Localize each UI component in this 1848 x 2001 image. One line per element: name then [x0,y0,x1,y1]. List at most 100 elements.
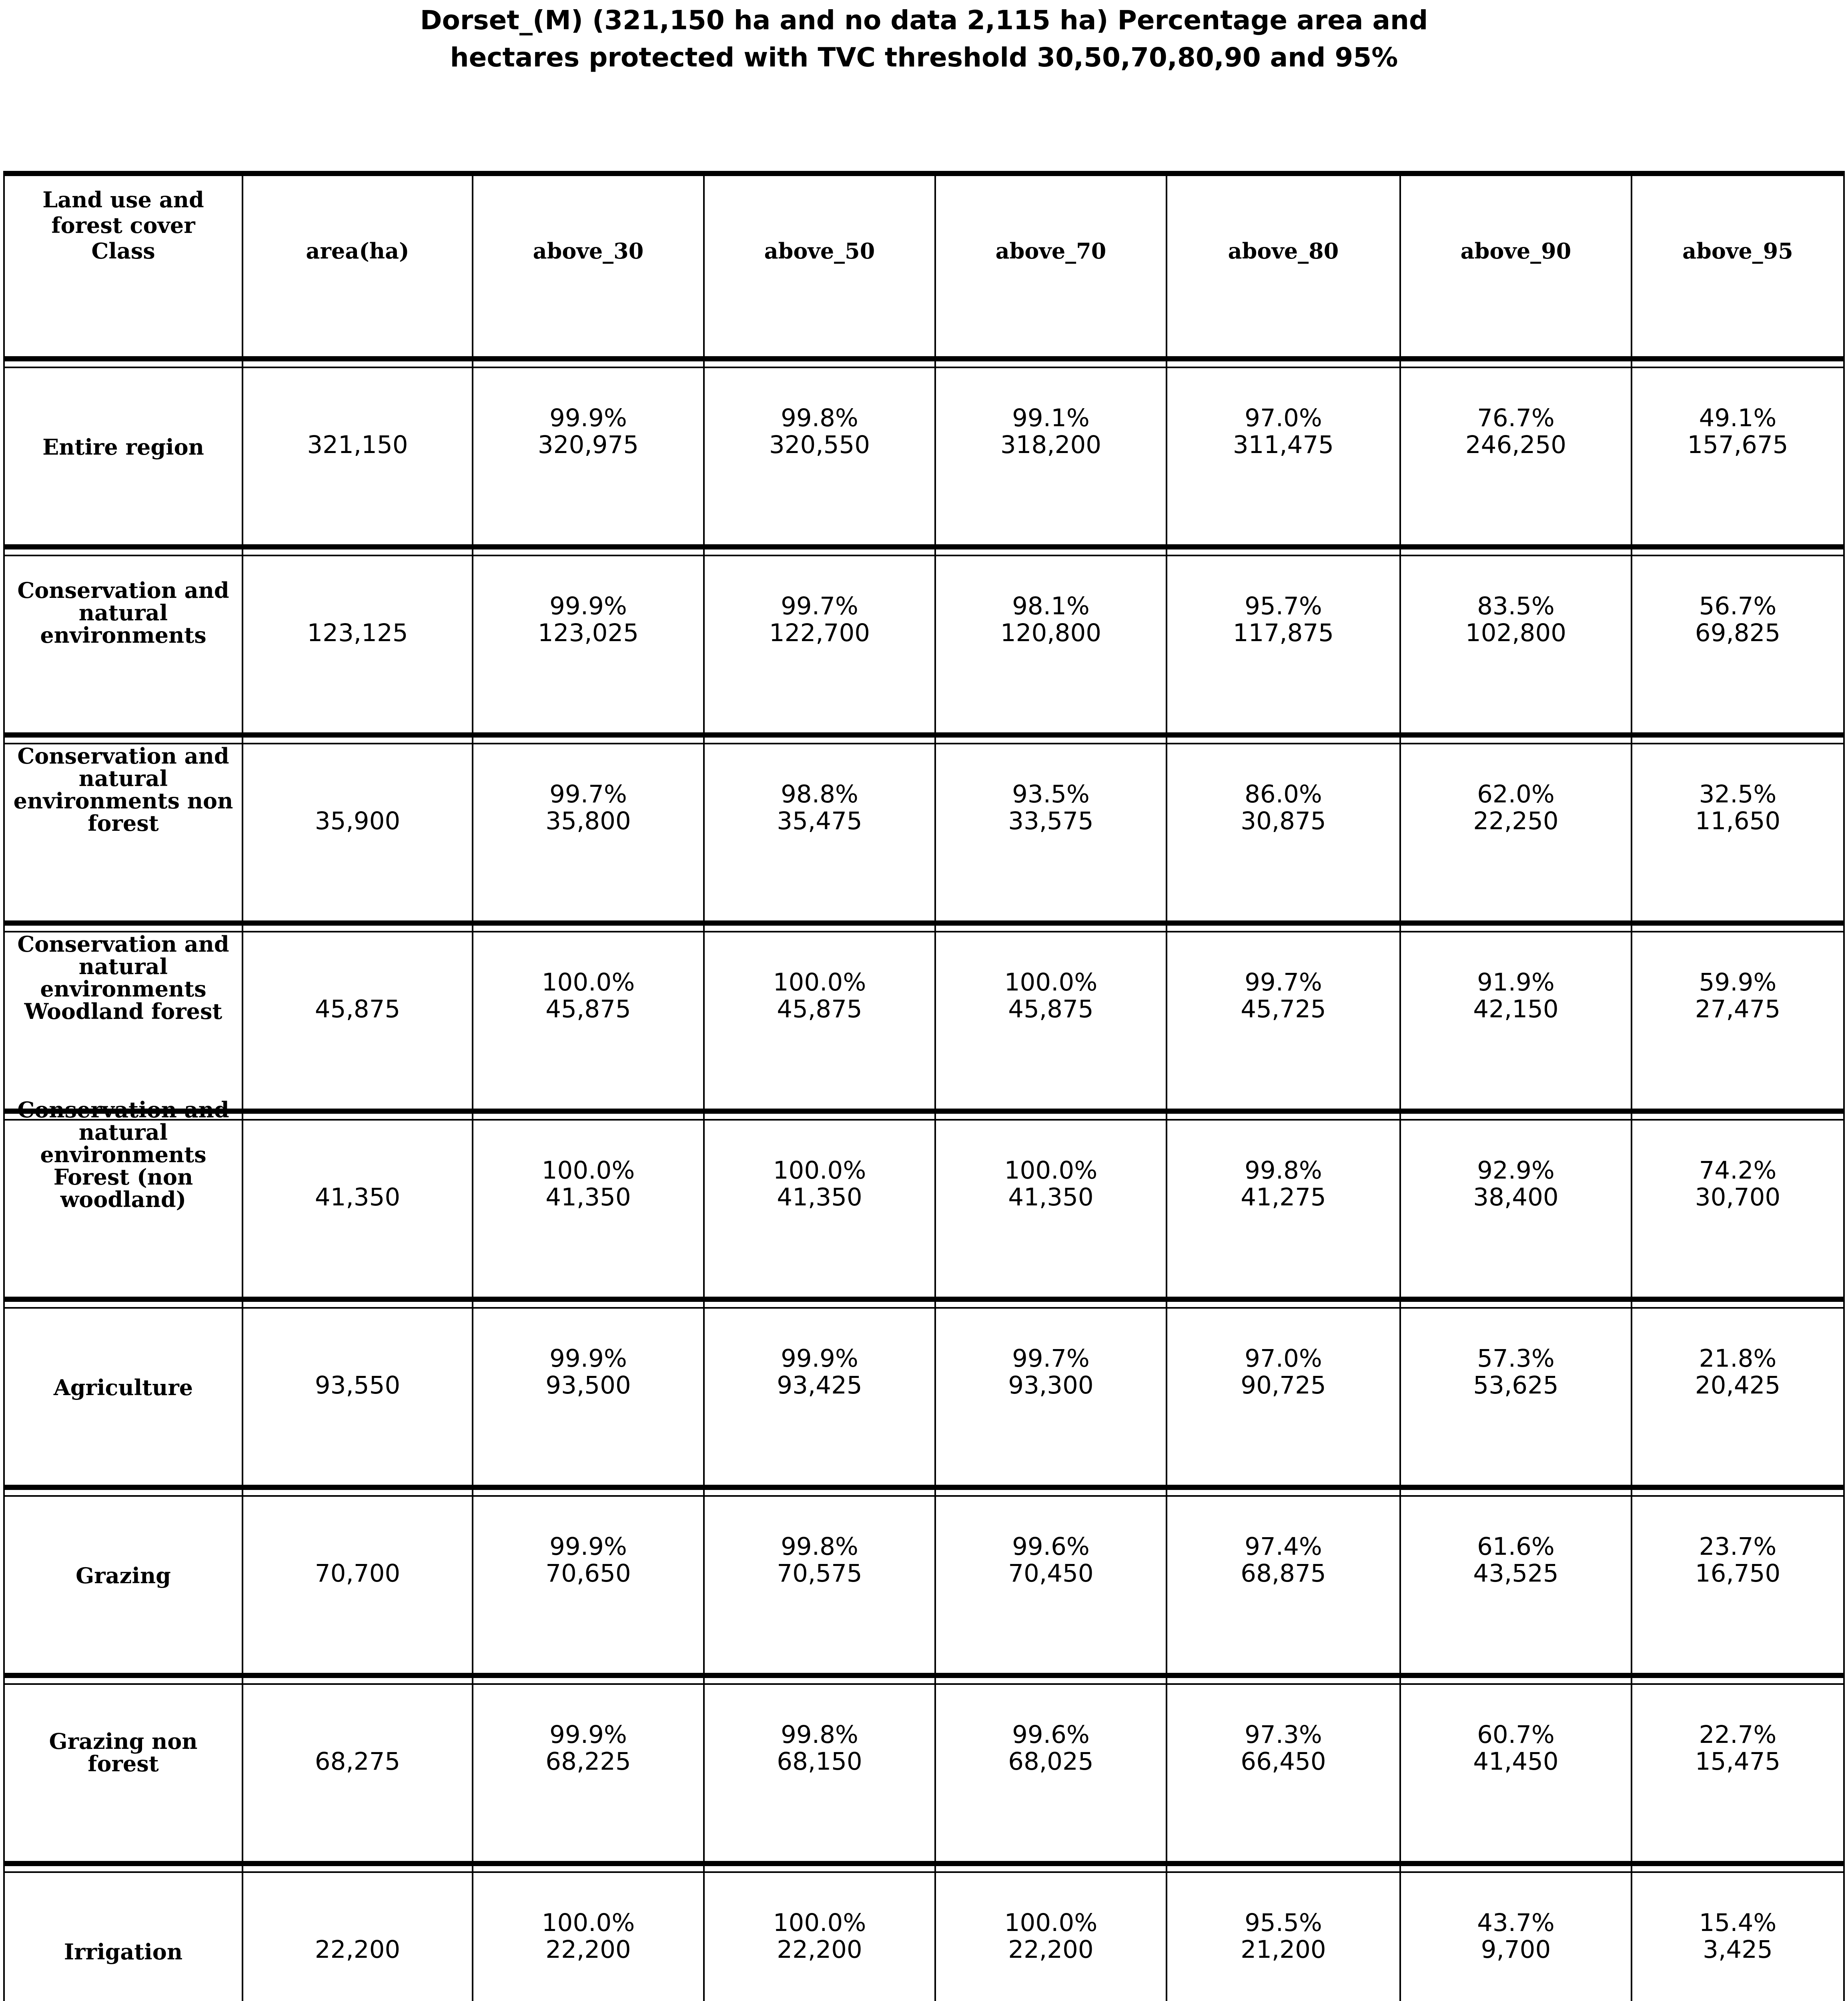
percent-value: 99.7% [1245,968,1322,996]
cell-values: 99.7% 93,300 [936,1345,1166,1399]
cell-values: 99.9% 123,025 [473,593,703,646]
cell-values: 86.0% 30,875 [1167,781,1399,834]
page-title: Dorset_(M) (321,150 ha and no data 2,115… [0,2,1848,76]
percent-value: 74.2% [1699,1156,1777,1185]
percent-value: 97.0% [1245,1344,1322,1373]
percent-value: 99.7% [1012,1344,1090,1373]
hectares-value: 45,875 [777,995,862,1023]
cell-values: 98.1% 120,800 [936,593,1166,646]
area-value: 35,900 [315,807,401,835]
percent-value: 56.7% [1699,592,1777,620]
area-value: 93,550 [315,1371,401,1399]
hectares-value: 68,150 [777,1747,862,1776]
cell-values: 100.0% 45,875 [705,969,934,1023]
percent-value: 99.1% [1012,404,1090,432]
data-table: Land use and forest cover Class area(ha)… [3,171,1845,2001]
hectares-value: 11,650 [1695,807,1781,835]
hectares-value: 15,475 [1695,1747,1781,1776]
percent-value: 21.8% [1699,1344,1777,1373]
cell-values: 32.5% 11,650 [1632,781,1843,834]
percent-value: 97.4% [1245,1532,1322,1561]
area-value: 22,200 [315,1935,401,1964]
table-row: Agriculture 93,550 99.9% 93,500 99.9% 93,4… [3,1302,1845,1497]
hectares-value: 68,025 [1008,1747,1094,1776]
row-label: Conservation and natural environments no… [13,743,233,836]
header-cell-area: area(ha) [242,176,472,356]
percent-value: 100.0% [541,1909,635,1937]
cell-values: 49.1% 157,675 [1632,405,1843,458]
hectares-value: 20,425 [1695,1371,1781,1399]
row-label: Grazing non forest [49,1728,198,1776]
percent-value: 83.5% [1477,592,1555,620]
cell-values: 99.9% 320,975 [473,405,703,458]
hectares-value: 22,250 [1473,807,1559,835]
hectares-value: 35,800 [545,807,631,835]
hectares-value: 16,750 [1695,1559,1781,1588]
cell-values: 99.9% 68,225 [473,1721,703,1775]
hectares-value: 70,650 [545,1559,631,1588]
area-value: 41,350 [315,1183,401,1211]
percent-value: 49.1% [1699,404,1777,432]
cell-values: 76.7% 246,250 [1401,405,1631,458]
cell-values: 99.7% 45,725 [1167,969,1399,1023]
hectares-value: 102,800 [1465,619,1567,647]
percent-value: 43.7% [1477,1909,1555,1937]
cell-values: 99.8% 70,575 [705,1533,934,1587]
percent-value: 95.5% [1245,1909,1322,1937]
hectares-value: 93,300 [1008,1371,1094,1399]
percent-value: 22.7% [1699,1720,1777,1749]
percent-value: 99.7% [549,780,627,808]
hectares-value: 30,700 [1695,1183,1781,1211]
percent-value: 32.5% [1699,780,1777,808]
percent-value: 99.9% [549,1344,627,1373]
cell-values: 100.0% 45,875 [473,969,703,1023]
cell-values: 22.7% 15,475 [1632,1721,1843,1775]
cell-values: 83.5% 102,800 [1401,593,1631,646]
cell-values: 99.7% 35,800 [473,781,703,834]
header-cell-above70: above_70 [934,176,1166,356]
percent-value: 100.0% [773,1909,866,1937]
hectares-value: 120,800 [1000,619,1102,647]
cell-values: 15.4% 3,425 [1632,1909,1843,1963]
column-header: above_30 [533,238,644,264]
area-value: 123,125 [307,619,408,647]
column-header: above_80 [1228,238,1339,264]
cell-values: 43.7% 9,700 [1401,1909,1631,1963]
cell-values: 100.0% 41,350 [936,1157,1166,1211]
percent-value: 95.7% [1245,592,1322,620]
hectares-value: 30,875 [1241,807,1326,835]
hectares-value: 68,875 [1241,1559,1326,1588]
hectares-value: 41,450 [1473,1747,1559,1776]
percent-value: 98.1% [1012,592,1090,620]
column-header: Land use and forest cover Class [42,187,204,264]
cell-values: 99.9% 93,425 [705,1345,934,1399]
hectares-value: 3,425 [1703,1935,1773,1964]
percent-value: 99.9% [549,404,627,432]
hectares-value: 117,875 [1233,619,1334,647]
hectares-value: 123,025 [537,619,639,647]
cell-values: 61.6% 43,525 [1401,1533,1631,1587]
header-cell-above90: above_90 [1399,176,1631,356]
percent-value: 99.8% [781,404,858,432]
page-title-line1: Dorset_(M) (321,150 ha and no data 2,115… [420,5,1428,36]
column-header: above_70 [995,238,1106,264]
cell-values: 99.7% 122,700 [705,593,934,646]
percent-value: 98.8% [781,780,858,808]
hectares-value: 41,350 [1008,1183,1094,1211]
percent-value: 92.9% [1477,1156,1555,1185]
column-header: above_50 [764,238,875,264]
percent-value: 99.8% [1245,1156,1322,1185]
header-cell-above80: above_80 [1166,176,1399,356]
cell-values: 97.3% 66,450 [1167,1721,1399,1775]
row-label: Conservation and natural environments [17,577,229,648]
cell-values: 95.7% 117,875 [1167,593,1399,646]
percent-value: 76.7% [1477,404,1555,432]
hectares-value: 21,200 [1241,1935,1326,1964]
cell-values: 21.8% 20,425 [1632,1345,1843,1399]
percent-value: 100.0% [773,1156,866,1185]
row-label: Entire region [42,434,204,460]
percent-value: 99.9% [781,1344,858,1373]
hectares-value: 33,575 [1008,807,1094,835]
percent-value: 93.5% [1012,780,1090,808]
percent-value: 100.0% [1004,1909,1098,1937]
